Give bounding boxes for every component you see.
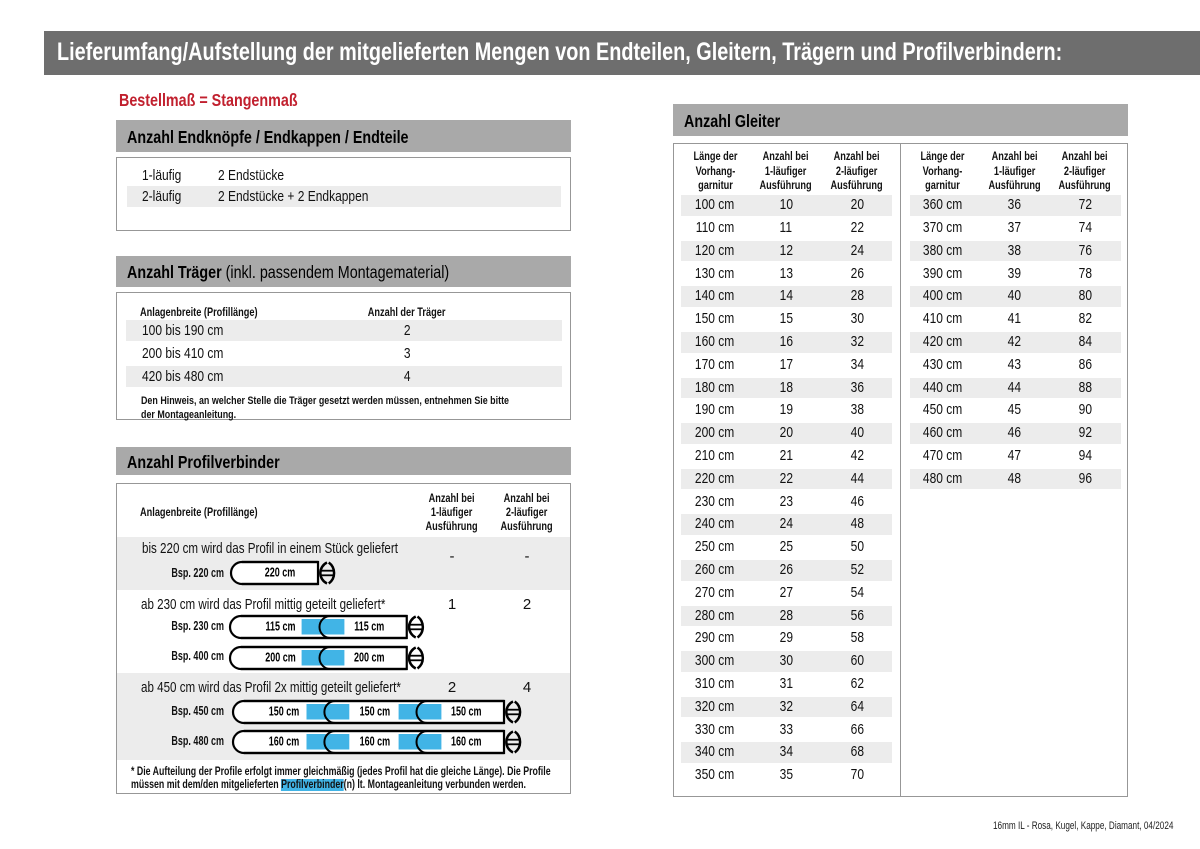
svg-text:150 cm: 150 cm (359, 705, 389, 719)
svg-text:115 cm: 115 cm (354, 620, 384, 634)
svg-text:115 cm: 115 cm (265, 620, 295, 634)
svg-text:200 cm: 200 cm (265, 651, 295, 665)
svg-text:200 cm: 200 cm (354, 651, 384, 665)
svg-text:160 cm: 160 cm (450, 735, 480, 749)
svg-text:160 cm: 160 cm (359, 735, 389, 749)
svg-text:150 cm: 150 cm (268, 705, 298, 719)
svg-text:220 cm: 220 cm (265, 566, 295, 580)
svg-text:150 cm: 150 cm (450, 705, 480, 719)
svg-text:160 cm: 160 cm (268, 735, 298, 749)
